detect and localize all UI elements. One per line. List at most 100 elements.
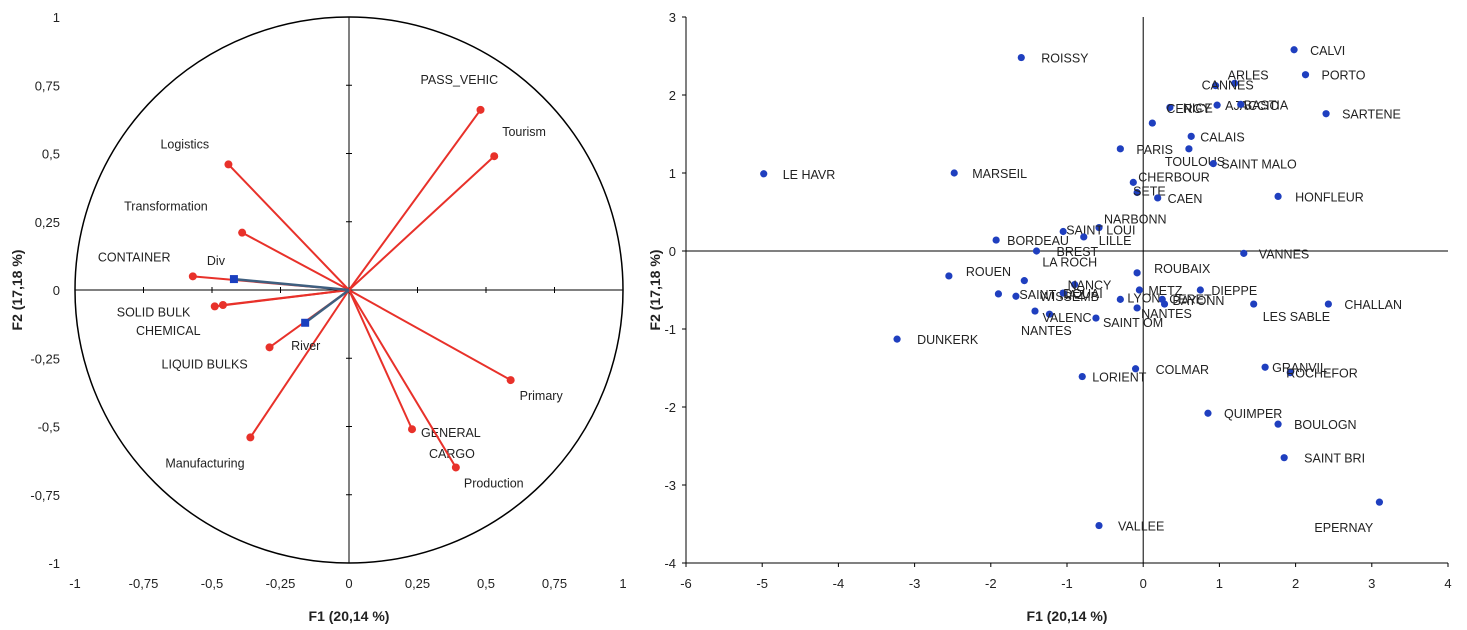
observation-label: BAYONN <box>1173 294 1225 308</box>
observation-point <box>1095 224 1103 232</box>
observation-point <box>1012 292 1020 300</box>
observation-point <box>1240 249 1248 257</box>
loading-vector <box>348 155 495 291</box>
observation-point <box>1211 82 1220 90</box>
x-tick-label: -4 <box>833 576 845 591</box>
observation-label: NARBONN <box>1104 213 1167 227</box>
observation-label: BREST <box>1057 245 1099 259</box>
observation-label: METZ <box>1148 284 1182 298</box>
y-tick-label: 0,5 <box>42 147 60 162</box>
observation-label: MARSEIL <box>972 167 1027 181</box>
observation-label: NANCY <box>1068 279 1112 293</box>
observation-label: CERET <box>1169 292 1212 306</box>
observation-point <box>1045 310 1054 318</box>
x-tick-label: -0,25 <box>266 576 296 591</box>
variable-label: Production <box>464 476 524 490</box>
observation-point <box>1071 280 1079 289</box>
observation-label: SAINT MALO <box>1221 158 1297 172</box>
supplementary-point <box>229 275 238 284</box>
observation-point <box>1148 119 1156 127</box>
observation-label: ROUEN <box>966 265 1011 279</box>
observation-point <box>994 290 1003 298</box>
observation-label: WISSEMB <box>1040 290 1099 304</box>
loading-vector <box>348 289 457 468</box>
observation-point <box>1237 100 1245 108</box>
observation-label: SAINT NAZ <box>1019 288 1084 302</box>
observation-point <box>1059 289 1067 297</box>
observation-point <box>1160 300 1169 308</box>
observation-label: GRANVIL <box>1272 361 1327 375</box>
observation-point <box>1187 132 1195 140</box>
variable-label: Primary <box>520 389 564 403</box>
observation-label: VANNES <box>1259 247 1309 261</box>
observation-label: NICE <box>1183 101 1213 115</box>
x-tick-label: -1 <box>1061 576 1073 591</box>
observation-label: NANTES <box>1021 324 1072 338</box>
x-tick-label: 0,5 <box>477 576 495 591</box>
observation-label: LA ROCH <box>1042 256 1097 270</box>
observation-point <box>992 236 1000 244</box>
x-axis-title: F1 (20,14 %) <box>1027 608 1108 624</box>
loading-vector <box>348 289 512 381</box>
y-tick-label: 0 <box>53 283 60 298</box>
x-tick-label: 2 <box>1292 576 1299 591</box>
observation-label: ARLES <box>1228 68 1269 82</box>
y-tick-label: 2 <box>669 88 676 103</box>
observation-point <box>1261 363 1269 371</box>
variable-label: Transformation <box>124 200 208 214</box>
variable-label: CHEMICAL <box>136 324 201 338</box>
observation-label: VALENC <box>1042 311 1091 325</box>
observation-label: QUIMPER <box>1224 407 1282 421</box>
observation-label: BORDEAU <box>1007 234 1069 248</box>
observation-point <box>1095 521 1103 530</box>
loading-point <box>224 160 233 169</box>
observation-label: SAINT BRI <box>1304 452 1365 466</box>
loading-point <box>238 228 247 237</box>
observation-point <box>1017 53 1025 62</box>
observation-point <box>1031 307 1039 315</box>
observation-label: COLMAR <box>1156 363 1209 377</box>
observation-point <box>1185 145 1193 153</box>
observation-point <box>1032 247 1041 255</box>
observation-point <box>1290 46 1298 54</box>
y-tick-label: 1 <box>669 166 676 181</box>
observation-point <box>1375 498 1384 506</box>
observation-label: LE HAVR <box>783 168 836 182</box>
observation-point <box>1092 314 1100 322</box>
correlation-circle-chart: -1 -0,75 -0,5 -0,25 0 0,25 0,5 0,75 1 -1 -0,75 -0,5… <box>9 10 627 624</box>
observation-point <box>1133 188 1141 197</box>
observation-point <box>1129 178 1137 186</box>
observation-label: ROISSY <box>1041 52 1089 66</box>
supplementary-vector <box>233 277 350 292</box>
y-tick-label: -0,25 <box>30 351 60 366</box>
observation-label: TOULOUS <box>1165 155 1225 169</box>
supplementary-point <box>301 318 310 327</box>
variable-label: SOLID BULK <box>117 305 191 319</box>
loading-point <box>408 425 417 434</box>
variable-label: LIQUID BULKS <box>162 357 248 371</box>
loading-vector <box>249 289 350 438</box>
x-tick-label: 0 <box>345 576 352 591</box>
observation-point <box>1324 300 1332 308</box>
observation-point <box>1154 194 1162 202</box>
y-tick-label: -3 <box>664 478 676 493</box>
observation-point <box>1133 269 1141 277</box>
loading-vector <box>241 231 350 291</box>
loading-vector <box>222 289 350 307</box>
x-tick-label: 0,25 <box>405 576 430 591</box>
loading-point <box>490 152 499 161</box>
observation-label: CHALLAN <box>1344 298 1402 312</box>
observation-label: CHERBOUR <box>1138 170 1210 184</box>
observation-label: BOULOGN <box>1294 418 1357 432</box>
y-tick-label: -4 <box>664 556 676 571</box>
observation-point <box>1135 286 1143 294</box>
observations-scatter-chart: -6 -5 -4 -3 -2 -1 0 1 2 3 4 -4 -3 -2 -1 0 1 2 3 F1 (20,14 %… <box>647 10 1452 624</box>
observation-label: PARIS <box>1136 143 1173 157</box>
supplementary-label: Div <box>207 254 226 268</box>
loading-vector <box>227 163 350 291</box>
y-tick-label: -0,75 <box>30 488 60 503</box>
observation-point <box>760 170 768 178</box>
observation-label: CALVI <box>1310 44 1345 58</box>
y-tick-label: 0,25 <box>35 215 60 230</box>
